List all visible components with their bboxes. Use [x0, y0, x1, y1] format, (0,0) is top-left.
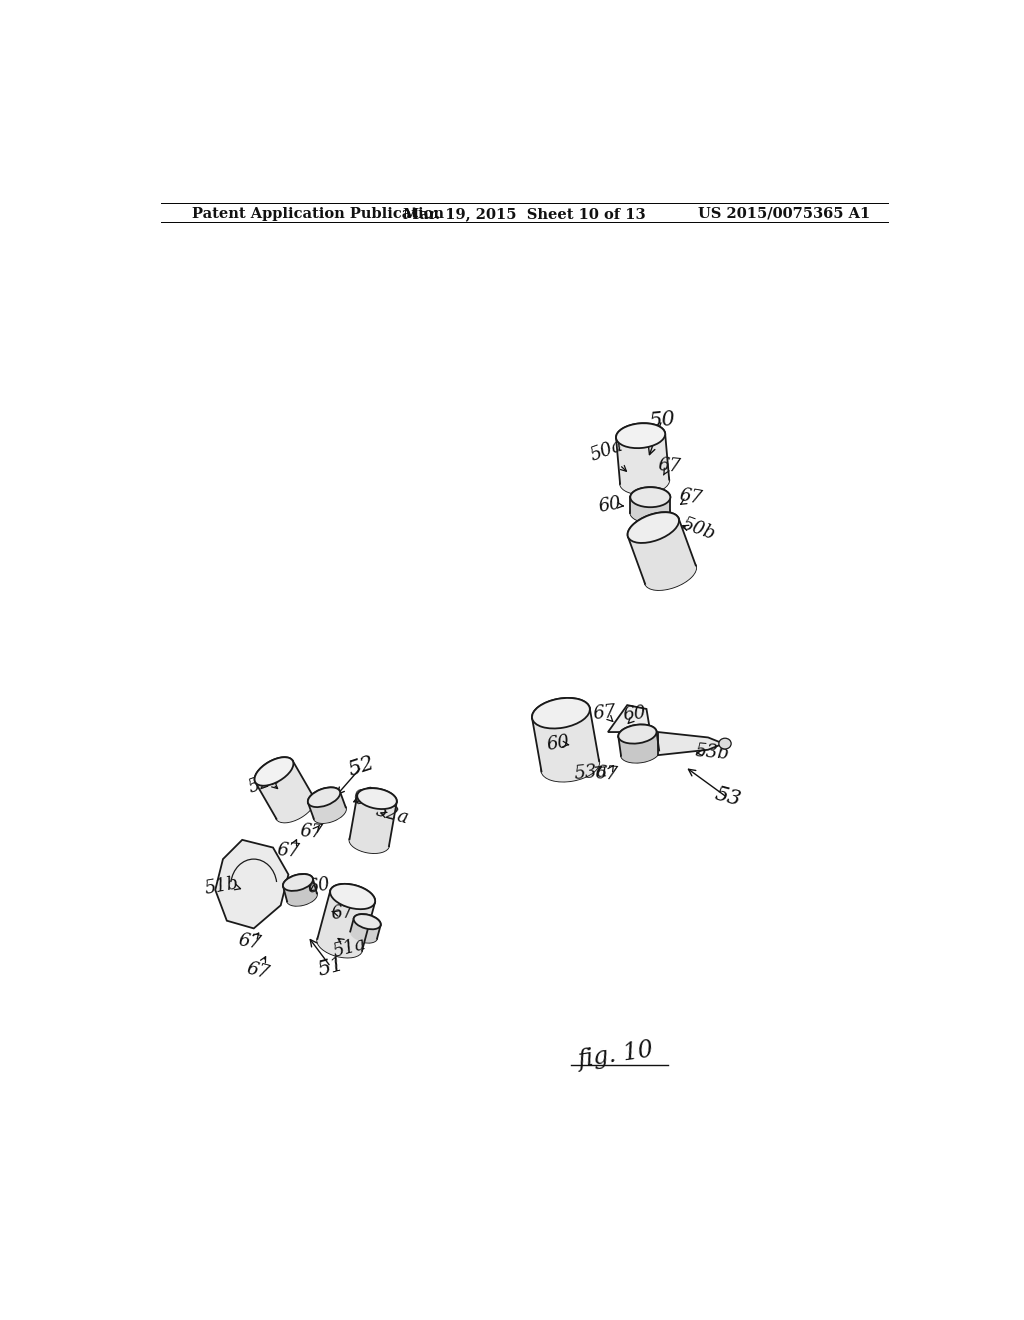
- Ellipse shape: [350, 928, 377, 942]
- Polygon shape: [215, 840, 289, 928]
- Ellipse shape: [628, 512, 679, 543]
- Ellipse shape: [618, 725, 656, 743]
- Text: US 2015/0075365 A1: US 2015/0075365 A1: [697, 207, 869, 220]
- Ellipse shape: [287, 888, 317, 906]
- Text: 60: 60: [545, 733, 570, 754]
- Ellipse shape: [357, 788, 396, 809]
- Text: 67: 67: [299, 822, 324, 842]
- Text: Patent Application Publication: Patent Application Publication: [193, 207, 444, 220]
- Text: 67: 67: [276, 841, 301, 862]
- Ellipse shape: [353, 915, 381, 929]
- Ellipse shape: [275, 793, 314, 822]
- Text: 67: 67: [657, 457, 682, 477]
- Ellipse shape: [621, 743, 659, 763]
- Polygon shape: [349, 788, 396, 853]
- Text: 52b: 52b: [246, 768, 285, 796]
- Text: 50a: 50a: [588, 437, 626, 465]
- Ellipse shape: [255, 758, 294, 785]
- Text: Mar. 19, 2015  Sheet 10 of 13: Mar. 19, 2015 Sheet 10 of 13: [403, 207, 646, 220]
- Text: 60: 60: [597, 494, 623, 516]
- Ellipse shape: [308, 788, 340, 807]
- Ellipse shape: [631, 503, 671, 523]
- Ellipse shape: [317, 932, 362, 957]
- Text: 51: 51: [315, 954, 346, 979]
- Polygon shape: [532, 698, 599, 781]
- Polygon shape: [255, 758, 314, 822]
- Ellipse shape: [349, 832, 389, 853]
- Text: 60: 60: [306, 875, 332, 896]
- Text: 51b: 51b: [203, 874, 240, 898]
- Ellipse shape: [631, 487, 671, 507]
- Text: 53a: 53a: [573, 762, 608, 783]
- Text: 53b: 53b: [694, 742, 730, 763]
- Ellipse shape: [542, 751, 599, 781]
- Ellipse shape: [313, 804, 346, 822]
- Polygon shape: [658, 733, 724, 755]
- Text: 67: 67: [594, 764, 618, 784]
- Text: 67: 67: [244, 960, 271, 982]
- Text: 60: 60: [352, 785, 379, 809]
- Text: 60: 60: [623, 705, 647, 725]
- Text: 67: 67: [678, 486, 705, 508]
- Polygon shape: [628, 512, 696, 590]
- Text: 67: 67: [592, 702, 616, 723]
- Polygon shape: [618, 725, 659, 763]
- Polygon shape: [308, 788, 346, 822]
- Polygon shape: [616, 424, 670, 494]
- Polygon shape: [608, 705, 650, 733]
- Polygon shape: [317, 884, 375, 957]
- Ellipse shape: [719, 738, 731, 748]
- Text: 67: 67: [237, 932, 263, 953]
- Polygon shape: [631, 487, 671, 523]
- Text: 52: 52: [346, 754, 377, 780]
- Text: 67: 67: [330, 903, 354, 923]
- Text: 50b: 50b: [680, 515, 718, 544]
- Ellipse shape: [645, 560, 696, 590]
- Text: 51a: 51a: [332, 935, 369, 961]
- Polygon shape: [283, 874, 317, 906]
- Text: 50: 50: [648, 409, 676, 430]
- Ellipse shape: [616, 424, 666, 449]
- Ellipse shape: [621, 469, 670, 494]
- Text: 53: 53: [712, 785, 742, 810]
- Polygon shape: [350, 915, 381, 942]
- Ellipse shape: [532, 698, 590, 729]
- Text: 52a: 52a: [374, 801, 411, 828]
- Ellipse shape: [330, 884, 375, 909]
- Text: fig. 10: fig. 10: [577, 1038, 655, 1072]
- Ellipse shape: [283, 874, 313, 891]
